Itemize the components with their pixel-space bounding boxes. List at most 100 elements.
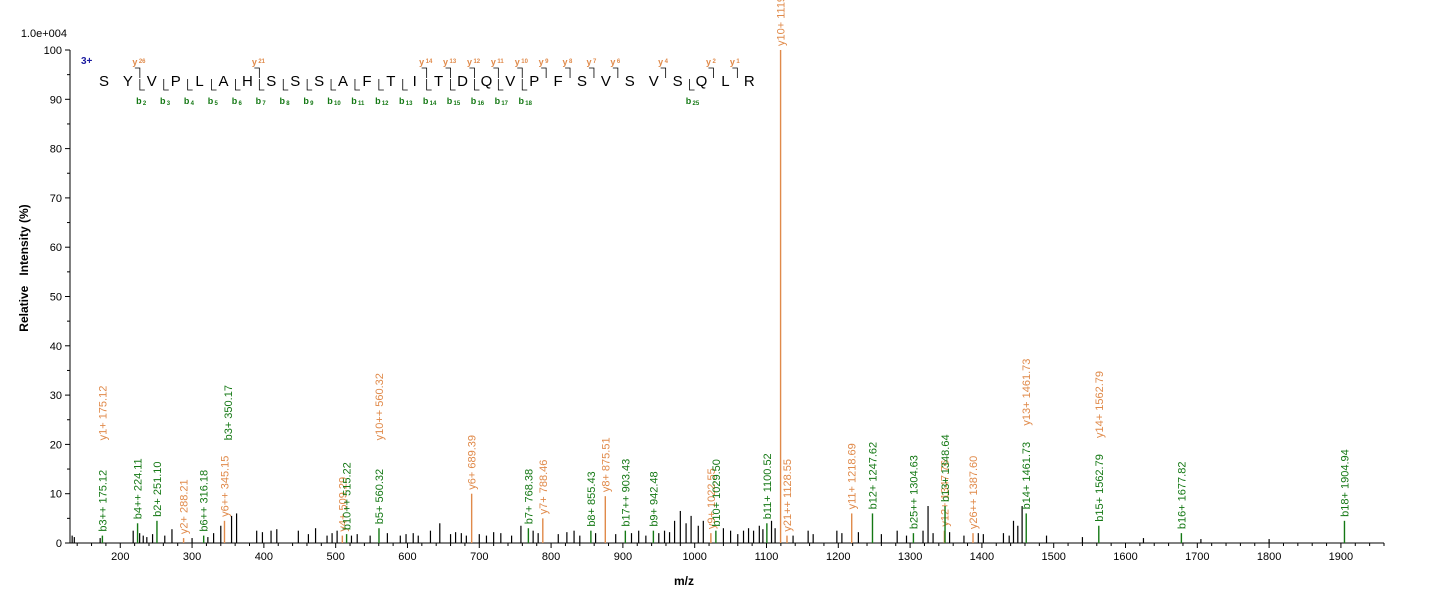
- b-fragment-tag: b: [280, 96, 286, 106]
- charge-label: 3+: [81, 56, 93, 67]
- b-fragment-number: 6: [238, 101, 242, 107]
- peak-label: y8+ 875.51: [600, 437, 612, 492]
- sequence-residue: V: [601, 73, 611, 90]
- b-fragment-number: 14: [430, 101, 437, 107]
- x-tick-label: 1600: [1113, 551, 1137, 563]
- b-fragment-bracket: [450, 79, 456, 91]
- y-fragment-bracket: [469, 67, 475, 78]
- labeled-peaks: b3++ 175.12 y1+ 175.12 b4++ 224.11 b2+ 251.…: [97, 0, 1351, 543]
- peak-label: y21++ 1128.55: [782, 459, 794, 532]
- sequence-residue: S: [266, 73, 276, 90]
- y-fragment-tag: y: [491, 57, 496, 67]
- b-fragment-tag: b: [399, 96, 405, 106]
- sequence-residue: F: [362, 73, 371, 90]
- b-fragment-number: 9: [310, 101, 314, 107]
- b-fragment-bracket: [258, 79, 265, 91]
- b-fragment-bracket: [378, 79, 384, 91]
- peak-label: y13+ 1461.73: [1021, 359, 1033, 426]
- b-fragment-tag: b: [471, 96, 477, 106]
- b-fragment-bracket: [235, 79, 241, 91]
- peak-label: b16+ 1677.82: [1176, 462, 1188, 530]
- y-axis-title: Relative Intensity (%): [17, 204, 31, 331]
- b-fragment-tag: b: [256, 96, 262, 106]
- b-fragment-number: 16: [477, 101, 484, 107]
- b-fragment-tag: b: [495, 96, 501, 106]
- peak-label: b15+ 1562.79: [1094, 454, 1106, 522]
- y-tick-label: 100: [44, 45, 62, 57]
- y-fragment-bracket: [421, 67, 428, 78]
- y-fragment-tag: y: [706, 57, 711, 67]
- y-fragment-bracket: [660, 67, 667, 78]
- b-fragment-bracket: [139, 79, 145, 91]
- b-fragment-number: 11: [358, 101, 365, 107]
- sequence-residue: P: [171, 73, 181, 90]
- sequence-residue: V: [505, 73, 515, 90]
- y-tick-label: 50: [50, 292, 62, 304]
- b-fragment-bracket: [402, 79, 408, 91]
- y-fragment-tag: y: [467, 57, 472, 67]
- peak-label: y2+ 288.21: [179, 479, 191, 534]
- sequence-residue: L: [195, 73, 203, 90]
- x-tick-label: 700: [470, 551, 488, 563]
- b-fragment-tag: b: [184, 96, 190, 106]
- b-fragment-number: 12: [382, 101, 389, 107]
- y-fragment-number: 2: [712, 59, 716, 65]
- peak-label: y7+ 788.46: [538, 460, 550, 515]
- b-fragment-bracket: [211, 79, 217, 91]
- x-tick-label: 800: [542, 551, 560, 563]
- x-axis-ticks: 200 300 400 500 600 700 800 900 1000 1100 1200 1300…: [76, 543, 1385, 563]
- y-tick-label: 70: [50, 193, 62, 205]
- b-fragment-tag: b: [160, 96, 166, 106]
- y-fragment-bracket: [254, 67, 260, 78]
- y-fragment-tag: y: [658, 57, 663, 67]
- x-axis-title: m/z: [674, 574, 694, 588]
- sequence-residue: I: [413, 73, 417, 90]
- y-fragment-bracket: [708, 67, 714, 78]
- x-tick-label: 1300: [898, 551, 922, 563]
- b-fragment-number: 13: [406, 101, 413, 107]
- b-fragment-number: 17: [501, 101, 508, 107]
- sequence-residue: S: [99, 73, 109, 90]
- y-tick-label: 90: [50, 94, 62, 106]
- peak-label: b11+ 1100.52: [762, 453, 774, 519]
- b-fragment-bracket: [497, 79, 504, 91]
- peak-label: b3++ 175.12: [97, 470, 109, 532]
- y-tick-label: 0: [56, 538, 62, 550]
- sequence-residue: S: [625, 73, 635, 90]
- sequence-residue: T: [386, 73, 395, 90]
- peak-label: y11+ 1218.69: [847, 443, 859, 509]
- peak-label: b25++ 1304.63: [908, 455, 920, 529]
- y-fragment-number: 21: [258, 59, 265, 65]
- x-tick-label: 500: [326, 551, 344, 563]
- x-tick-label: 400: [255, 551, 273, 563]
- x-tick-label: 1500: [1041, 551, 1065, 563]
- peak-label: y12+ 1347.76: [939, 460, 951, 527]
- y-fragment-bracket: [565, 67, 571, 78]
- b-fragment-number: 18: [525, 101, 532, 107]
- x-tick-label: 1200: [826, 551, 850, 563]
- y-fragment-tag: y: [730, 57, 735, 67]
- x-tick-label: 600: [398, 551, 416, 563]
- x-tick-label: 200: [111, 551, 129, 563]
- y-tick-label: 30: [50, 390, 62, 402]
- peak-label: b10+ 1029.50: [711, 459, 723, 527]
- y-fragment-number: 12: [473, 59, 480, 65]
- b-fragment-tag: b: [423, 96, 429, 106]
- b-fragment-bracket: [474, 79, 480, 91]
- unlabeled-peaks: [71, 506, 1270, 543]
- x-tick-label: 1800: [1257, 551, 1281, 563]
- y-fragment-tag: y: [419, 57, 424, 67]
- peak-label: y1+ 175.12: [97, 386, 109, 441]
- b-fragment-bracket: [306, 79, 313, 91]
- x-tick-label: 1000: [682, 551, 706, 563]
- b-fragment-bracket: [330, 79, 337, 91]
- b-fragment-number: 8: [286, 101, 290, 107]
- peak-label: b17++ 903.43: [620, 459, 632, 527]
- b-fragment-number: 7: [262, 101, 266, 107]
- peak-label: b12+ 1247.62: [867, 442, 879, 510]
- b-fragment-bracket: [426, 79, 432, 91]
- x-tick-label: 1700: [1185, 551, 1209, 563]
- sequence-residue: A: [338, 73, 348, 90]
- sequence-residue: Q: [696, 73, 708, 90]
- sequence-residue: F: [554, 73, 563, 90]
